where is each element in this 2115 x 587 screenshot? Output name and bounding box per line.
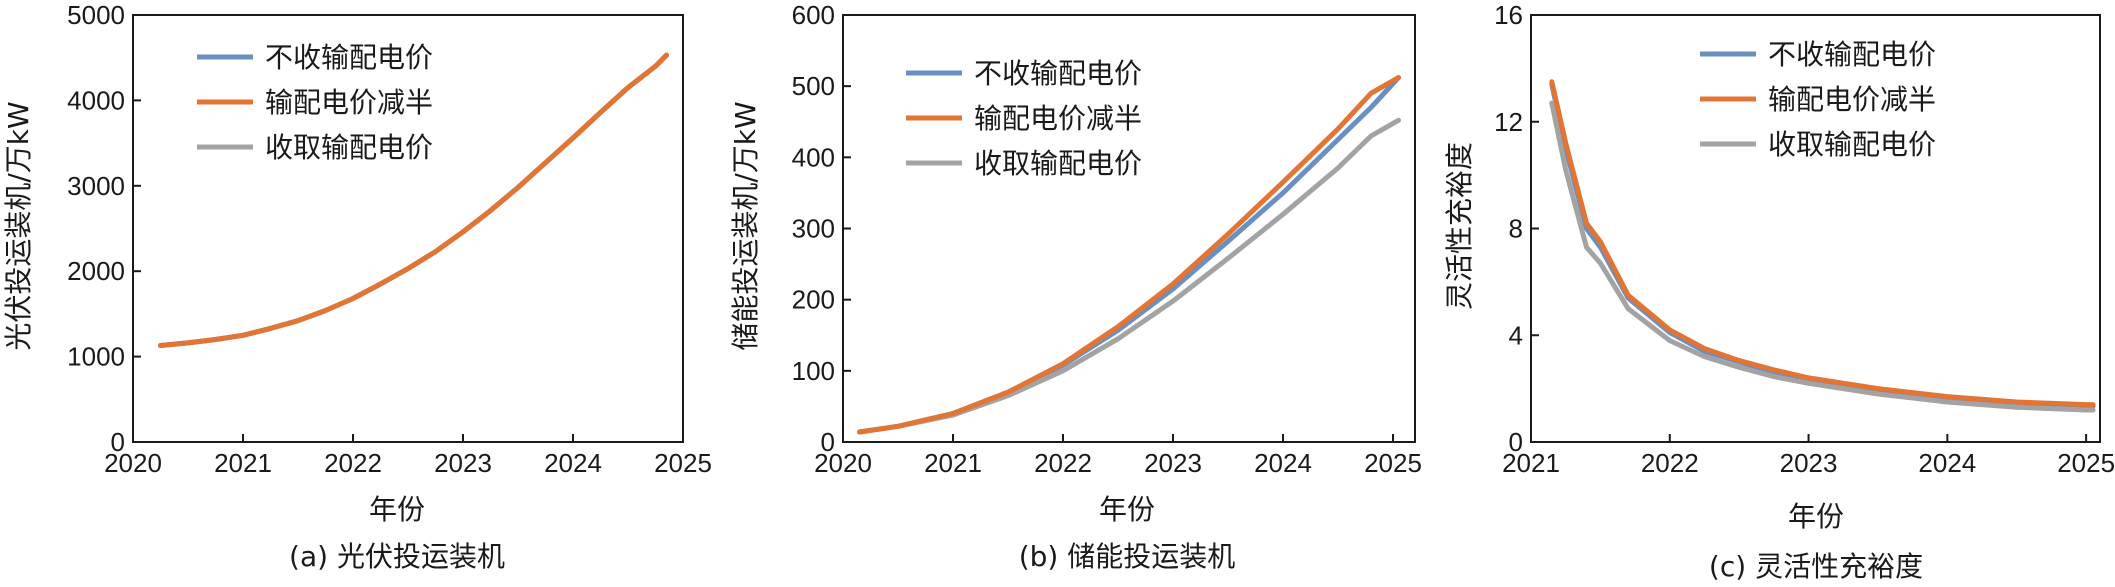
chart-b-xtick-label: 2020 bbox=[814, 448, 872, 478]
chart-b-ytick-label: 400 bbox=[792, 142, 835, 172]
chart-b-ytick-label: 300 bbox=[792, 214, 835, 244]
chart-b-xtick-label: 2022 bbox=[1034, 448, 1092, 478]
chart-b-ytick-label: 600 bbox=[792, 0, 835, 30]
chart-c-ytick-label: 16 bbox=[1494, 0, 1523, 30]
chart-b-ytick-label: 200 bbox=[792, 285, 835, 315]
chart-a-xtick-label: 2021 bbox=[214, 448, 272, 478]
chart-a-xtick-label: 2025 bbox=[654, 448, 712, 478]
chart-a-frame bbox=[132, 14, 684, 443]
chart-b-xtick-label: 2021 bbox=[924, 448, 982, 478]
chart-b-legend-label: 不收输配电价 bbox=[974, 57, 1142, 90]
chart-a-xtick-label: 2022 bbox=[324, 448, 382, 478]
chart-c-ytick-label: 12 bbox=[1494, 107, 1523, 137]
chart-c-ytick-label: 0 bbox=[1509, 427, 1523, 457]
chart-b-xlabel: 年份 bbox=[1099, 493, 1155, 526]
chart-c-xtick-label: 2025 bbox=[2057, 448, 2115, 478]
chart-c-ytick-label: 4 bbox=[1509, 320, 1523, 350]
chart-a-ylabel: 光伏投运装机/万kW bbox=[2, 101, 35, 350]
chart-b-legend-label: 输配电价减半 bbox=[974, 102, 1142, 135]
chart-a-xtick-label: 2023 bbox=[434, 448, 492, 478]
chart-c: 灵活性充裕度 年份 (c) 灵活性充裕度 0 4 8 12 16 2021 2022 2023… bbox=[1443, 0, 2115, 583]
chart-b-ylabel: 储能投运装机/万kW bbox=[729, 101, 762, 350]
chart-c-xtick-label: 2023 bbox=[1780, 448, 1838, 478]
chart-a-series-orange-line bbox=[158, 52, 669, 348]
chart-a-ytick-label: 0 bbox=[111, 427, 125, 457]
chart-b-series-orange-line bbox=[857, 75, 1401, 435]
chart-a-legend-label: 收取输配电价 bbox=[265, 131, 433, 164]
chart-a-ytick-label: 3000 bbox=[67, 171, 125, 201]
chart-a-legend-label: 不收输配电价 bbox=[265, 41, 433, 74]
chart-c-xtick-label: 2021 bbox=[1502, 448, 1560, 478]
chart-b-caption: (b) 储能投运装机 bbox=[1019, 540, 1236, 573]
chart-c-legend-label: 不收输配电价 bbox=[1768, 38, 1936, 71]
chart-b-ytick-label: 0 bbox=[821, 427, 835, 457]
chart-c-xtick-label: 2024 bbox=[1918, 448, 1976, 478]
chart-b: 储能投运装机/万kW 年份 (b) 储能投运装机 0 100 200 300 400 50… bbox=[729, 0, 1422, 573]
chart-a-ytick-label: 1000 bbox=[67, 342, 125, 372]
chart-c-legend-label: 输配电价减半 bbox=[1768, 83, 1936, 116]
chart-a-xtick-label: 2020 bbox=[104, 448, 162, 478]
chart-c-legend-label: 收取输配电价 bbox=[1768, 128, 1936, 161]
chart-a-ytick-label: 5000 bbox=[67, 0, 125, 30]
chart-a-xtick-label: 2024 bbox=[544, 448, 602, 478]
chart-a-ytick-label: 4000 bbox=[67, 85, 125, 115]
chart-a-ytick-label: 2000 bbox=[67, 256, 125, 286]
chart-c-ytick-label: 8 bbox=[1509, 214, 1523, 244]
chart-a: 光伏投运装机/万kW 年份 (a) 光伏投运装机 0 1000 2000 3000 40… bbox=[2, 0, 712, 573]
chart-a-caption: (a) 光伏投运装机 bbox=[289, 540, 505, 573]
chart-a-xlabel: 年份 bbox=[369, 493, 425, 526]
chart-c-ylabel: 灵活性充裕度 bbox=[1443, 142, 1476, 310]
chart-c-caption: (c) 灵活性充裕度 bbox=[1709, 550, 1923, 583]
chart-c-series-orange-line bbox=[1549, 79, 2096, 408]
chart-b-ytick-label: 100 bbox=[792, 356, 835, 386]
chart-b-xtick-label: 2024 bbox=[1254, 448, 1312, 478]
chart-b-xtick-label: 2023 bbox=[1144, 448, 1202, 478]
chart-c-xlabel: 年份 bbox=[1788, 500, 1844, 533]
chart-b-legend-label: 收取输配电价 bbox=[974, 147, 1142, 180]
chart-a-legend-label: 输配电价减半 bbox=[265, 86, 433, 119]
chart-c-xtick-label: 2022 bbox=[1641, 448, 1699, 478]
chart-b-xtick-label: 2025 bbox=[1364, 448, 1422, 478]
chart-b-ytick-label: 500 bbox=[792, 71, 835, 101]
chart-c-series-gray-line bbox=[1549, 100, 2096, 413]
